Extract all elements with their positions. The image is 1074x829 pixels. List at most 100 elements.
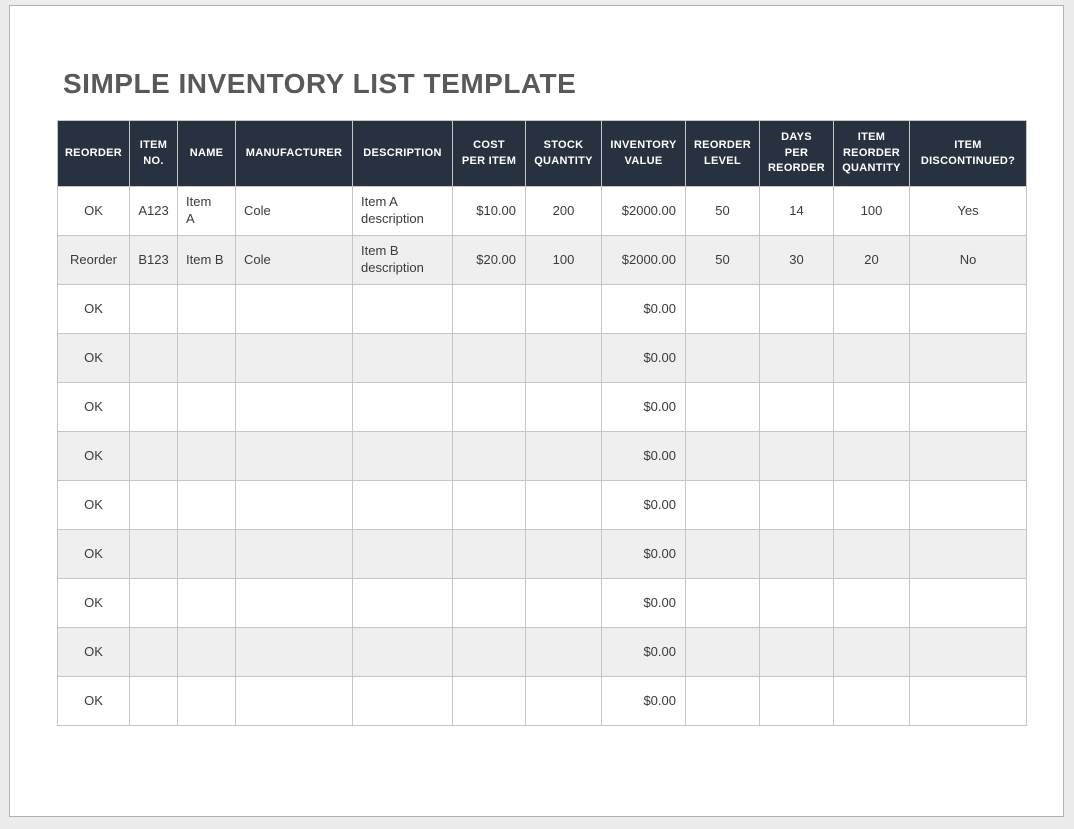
cell-manufacturer[interactable] bbox=[235, 284, 353, 334]
cell-item-reorder-quantity[interactable]: 100 bbox=[833, 186, 910, 236]
cell-description[interactable] bbox=[352, 480, 453, 530]
cell-reorder-level[interactable] bbox=[685, 578, 760, 628]
cell-stock-quantity[interactable] bbox=[525, 431, 602, 481]
cell-item-no[interactable] bbox=[129, 480, 178, 530]
cell-reorder-level[interactable] bbox=[685, 627, 760, 677]
cell-stock-quantity[interactable] bbox=[525, 578, 602, 628]
cell-inventory-value[interactable]: $0.00 bbox=[601, 676, 686, 726]
cell-item-no[interactable] bbox=[129, 382, 178, 432]
cell-description[interactable] bbox=[352, 382, 453, 432]
cell-description[interactable] bbox=[352, 431, 453, 481]
cell-manufacturer[interactable] bbox=[235, 578, 353, 628]
cell-description[interactable] bbox=[352, 578, 453, 628]
cell-manufacturer[interactable] bbox=[235, 333, 353, 383]
cell-item-no[interactable] bbox=[129, 284, 178, 334]
cell-days-per-reorder[interactable] bbox=[759, 529, 834, 579]
cell-item-discontinued[interactable] bbox=[909, 333, 1027, 383]
cell-description[interactable] bbox=[352, 627, 453, 677]
cell-cost-per-item[interactable] bbox=[452, 480, 526, 530]
cell-item-no[interactable] bbox=[129, 529, 178, 579]
cell-item-discontinued[interactable] bbox=[909, 284, 1027, 334]
cell-inventory-value[interactable]: $0.00 bbox=[601, 431, 686, 481]
cell-reorder[interactable]: OK bbox=[57, 333, 130, 383]
cell-reorder[interactable]: OK bbox=[57, 382, 130, 432]
cell-description[interactable]: Item A description bbox=[352, 186, 453, 236]
cell-item-discontinued[interactable] bbox=[909, 578, 1027, 628]
cell-item-no[interactable] bbox=[129, 627, 178, 677]
cell-manufacturer[interactable]: Cole bbox=[235, 235, 353, 285]
cell-inventory-value[interactable]: $0.00 bbox=[601, 382, 686, 432]
cell-manufacturer[interactable] bbox=[235, 480, 353, 530]
cell-item-discontinued[interactable] bbox=[909, 676, 1027, 726]
cell-days-per-reorder[interactable] bbox=[759, 676, 834, 726]
cell-reorder[interactable]: OK bbox=[57, 627, 130, 677]
cell-reorder[interactable]: OK bbox=[57, 480, 130, 530]
cell-description[interactable] bbox=[352, 333, 453, 383]
cell-cost-per-item[interactable] bbox=[452, 431, 526, 481]
cell-manufacturer[interactable] bbox=[235, 627, 353, 677]
cell-item-no[interactable] bbox=[129, 578, 178, 628]
cell-reorder-level[interactable] bbox=[685, 333, 760, 383]
cell-manufacturer[interactable] bbox=[235, 529, 353, 579]
cell-stock-quantity[interactable] bbox=[525, 284, 602, 334]
cell-days-per-reorder[interactable]: 30 bbox=[759, 235, 834, 285]
cell-name[interactable] bbox=[177, 529, 236, 579]
cell-reorder-level[interactable]: 50 bbox=[685, 235, 760, 285]
cell-name[interactable] bbox=[177, 382, 236, 432]
cell-stock-quantity[interactable]: 200 bbox=[525, 186, 602, 236]
cell-reorder-level[interactable] bbox=[685, 529, 760, 579]
cell-item-reorder-quantity[interactable] bbox=[833, 382, 910, 432]
cell-manufacturer[interactable]: Cole bbox=[235, 186, 353, 236]
cell-item-discontinued[interactable] bbox=[909, 431, 1027, 481]
cell-reorder[interactable]: OK bbox=[57, 529, 130, 579]
cell-item-no[interactable] bbox=[129, 333, 178, 383]
cell-days-per-reorder[interactable] bbox=[759, 284, 834, 334]
cell-cost-per-item[interactable] bbox=[452, 529, 526, 579]
cell-cost-per-item[interactable]: $20.00 bbox=[452, 235, 526, 285]
cell-stock-quantity[interactable] bbox=[525, 627, 602, 677]
cell-inventory-value[interactable]: $2000.00 bbox=[601, 235, 686, 285]
cell-stock-quantity[interactable] bbox=[525, 676, 602, 726]
cell-reorder[interactable]: OK bbox=[57, 186, 130, 236]
cell-item-reorder-quantity[interactable] bbox=[833, 578, 910, 628]
cell-days-per-reorder[interactable] bbox=[759, 333, 834, 383]
cell-name[interactable]: Item A bbox=[177, 186, 236, 236]
cell-manufacturer[interactable] bbox=[235, 382, 353, 432]
cell-reorder[interactable]: OK bbox=[57, 431, 130, 481]
cell-item-reorder-quantity[interactable] bbox=[833, 431, 910, 481]
cell-reorder[interactable]: Reorder bbox=[57, 235, 130, 285]
cell-item-discontinued[interactable] bbox=[909, 382, 1027, 432]
cell-reorder[interactable]: OK bbox=[57, 578, 130, 628]
cell-cost-per-item[interactable]: $10.00 bbox=[452, 186, 526, 236]
cell-name[interactable] bbox=[177, 431, 236, 481]
cell-cost-per-item[interactable] bbox=[452, 578, 526, 628]
cell-cost-per-item[interactable] bbox=[452, 382, 526, 432]
cell-stock-quantity[interactable] bbox=[525, 529, 602, 579]
cell-item-reorder-quantity[interactable] bbox=[833, 529, 910, 579]
cell-item-reorder-quantity[interactable] bbox=[833, 676, 910, 726]
cell-manufacturer[interactable] bbox=[235, 676, 353, 726]
cell-reorder-level[interactable] bbox=[685, 676, 760, 726]
cell-item-no[interactable] bbox=[129, 431, 178, 481]
cell-reorder-level[interactable] bbox=[685, 431, 760, 481]
cell-cost-per-item[interactable] bbox=[452, 284, 526, 334]
cell-item-discontinued[interactable] bbox=[909, 529, 1027, 579]
cell-inventory-value[interactable]: $0.00 bbox=[601, 480, 686, 530]
cell-item-no[interactable]: A123 bbox=[129, 186, 178, 236]
cell-name[interactable] bbox=[177, 627, 236, 677]
cell-description[interactable] bbox=[352, 284, 453, 334]
cell-days-per-reorder[interactable] bbox=[759, 578, 834, 628]
cell-days-per-reorder[interactable] bbox=[759, 627, 834, 677]
cell-item-discontinued[interactable]: No bbox=[909, 235, 1027, 285]
cell-stock-quantity[interactable]: 100 bbox=[525, 235, 602, 285]
cell-cost-per-item[interactable] bbox=[452, 627, 526, 677]
cell-days-per-reorder[interactable] bbox=[759, 431, 834, 481]
cell-name[interactable] bbox=[177, 333, 236, 383]
cell-description[interactable] bbox=[352, 529, 453, 579]
cell-inventory-value[interactable]: $0.00 bbox=[601, 284, 686, 334]
cell-item-discontinued[interactable] bbox=[909, 627, 1027, 677]
cell-reorder-level[interactable] bbox=[685, 480, 760, 530]
cell-item-no[interactable] bbox=[129, 676, 178, 726]
cell-days-per-reorder[interactable] bbox=[759, 480, 834, 530]
cell-inventory-value[interactable]: $0.00 bbox=[601, 333, 686, 383]
